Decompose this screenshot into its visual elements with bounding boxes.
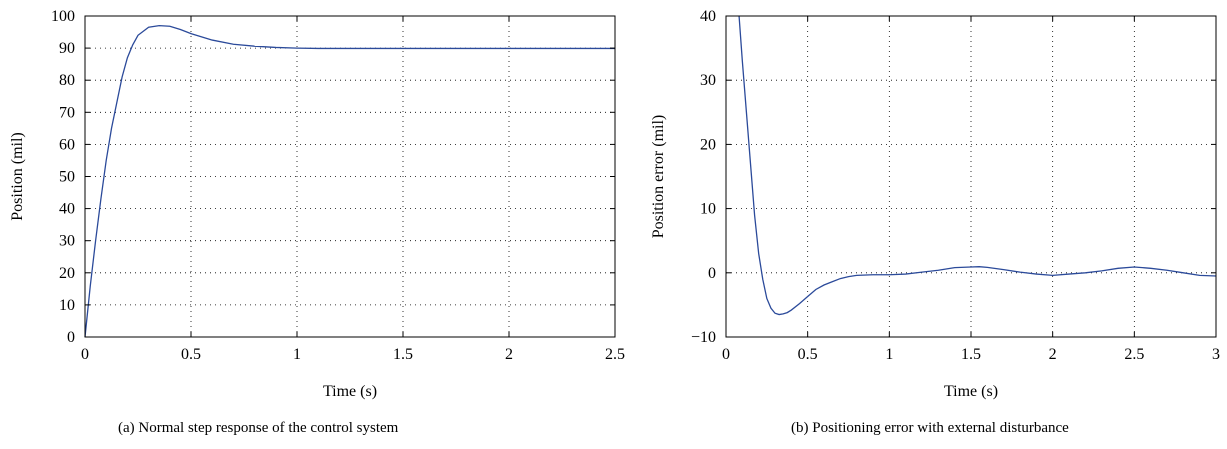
y-tick-label: 10 <box>700 201 716 218</box>
x-axis-label: Time (s) <box>323 383 377 400</box>
chart-a: 0 0.5 1 1.5 2 2.5 0 10 20 30 40 50 60 70 80 90 100 Time (… <box>9 8 625 400</box>
series-line <box>84 24 615 338</box>
y-tick-label: 40 <box>59 201 75 218</box>
y-tick-label: 0 <box>67 329 75 346</box>
y-tick-label: 100 <box>51 8 75 25</box>
y-tick-label: 0 <box>708 265 716 282</box>
y-tick-label: 60 <box>59 136 75 153</box>
caption-b: (b) Positioning error with external dist… <box>791 420 1069 436</box>
x-tick-label: 2.5 <box>1124 346 1144 363</box>
series-line <box>738 15 1217 316</box>
y-tick-label: −10 <box>691 329 716 346</box>
y-tick-label: 20 <box>700 136 716 153</box>
x-axis-label: Time (s) <box>944 383 998 400</box>
y-axis-label: Position (mil) <box>9 132 26 220</box>
x-tick-label: 1.5 <box>961 346 981 363</box>
x-tick-label: 0 <box>722 346 730 363</box>
x-tick-label: 1.5 <box>393 346 413 363</box>
y-axis-label: Position error (mil) <box>650 115 667 239</box>
y-tick-label: 10 <box>59 297 75 314</box>
y-tick-label: 20 <box>59 265 75 282</box>
x-tick-label: 0 <box>81 346 89 363</box>
y-tick-label: 80 <box>59 72 75 89</box>
y-tick-label: 40 <box>700 8 716 25</box>
x-tick-label: 2.5 <box>605 346 625 363</box>
caption-a: (a) Normal step response of the control … <box>118 420 399 436</box>
x-tick-label: 0.5 <box>798 346 818 363</box>
x-tick-label: 0.5 <box>181 346 201 363</box>
x-tick-label: 3 <box>1212 346 1220 363</box>
chart-b: 0 0.5 1 1.5 2 2.5 3 −10 0 10 20 30 40 Time (s) Positio… <box>650 8 1220 400</box>
y-tick-label: 70 <box>59 104 75 121</box>
y-tick-label: 50 <box>59 169 75 186</box>
x-tick-label: 2 <box>505 346 513 363</box>
y-tick-label: 30 <box>59 233 75 250</box>
y-tick-label: 30 <box>700 72 716 89</box>
x-tick-label: 1 <box>885 346 893 363</box>
x-tick-label: 1 <box>293 346 301 363</box>
x-tick-label: 2 <box>1049 346 1057 363</box>
y-tick-label: 90 <box>59 40 75 57</box>
